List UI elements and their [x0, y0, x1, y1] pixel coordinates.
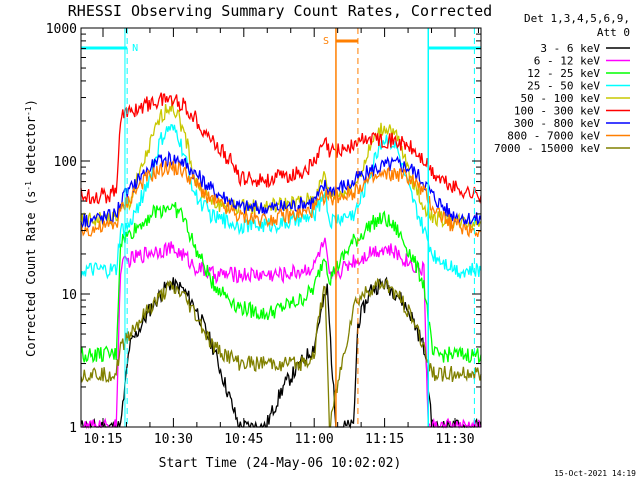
series-line-800-7000-kev	[80, 160, 482, 238]
y-axis-label: Corrected Count Rate (s-1 detector-1)	[24, 99, 38, 357]
plot-area: NS	[80, 28, 482, 430]
x-axis-label: Start Time (24-May-06 10:02:02)	[159, 456, 402, 471]
y-axis: 1 10 100 1000	[46, 22, 481, 436]
series-line-12-25-kev	[80, 202, 482, 365]
y-tick-label: 10	[61, 288, 77, 303]
x-tick-label: 11:15	[365, 432, 404, 447]
series-line-300-800-kev	[80, 150, 482, 228]
legend-label: 3 - 6 keV	[540, 42, 600, 55]
y-tick-label: 100	[54, 155, 77, 170]
x-tick-label: 10:15	[83, 432, 122, 447]
night-label: N	[132, 43, 138, 54]
legend-label: 6 - 12 keV	[534, 55, 601, 68]
x-tick-label: 10:45	[224, 432, 263, 447]
chart-title: RHESSI Observing Summary Count Rates, Co…	[68, 2, 492, 20]
legend-label: 50 - 100 keV	[521, 92, 601, 105]
legend-header-1: Det 1,3,4,5,6,9,	[524, 12, 630, 25]
x-tick-label: 10:30	[154, 432, 193, 447]
plot-frame	[80, 27, 482, 428]
y-tick-label: 1	[69, 421, 77, 436]
x-tick-label: 11:00	[295, 432, 334, 447]
legend-label: 300 - 800 keV	[514, 117, 600, 130]
series-line-3-6-kev	[80, 276, 482, 430]
legend-label: 100 - 300 keV	[514, 105, 600, 118]
legend-label: 25 - 50 keV	[527, 80, 600, 93]
legend-header-2: Att 0	[597, 26, 630, 39]
x-axis: 10:15 10:30 10:45 11:00 11:15 11:30	[83, 28, 479, 447]
footer-date: 15-Oct-2021 14:19	[554, 469, 636, 478]
legend-label: 12 - 25 keV	[527, 67, 600, 80]
saa-label: S	[323, 36, 329, 47]
y-tick-label: 1000	[46, 22, 77, 37]
x-tick-label: 11:30	[435, 432, 474, 447]
legend-label: 800 - 7000 keV	[507, 130, 600, 143]
series-line-7000-15000-kev	[80, 277, 482, 428]
series-line-25-50-kev	[80, 123, 482, 280]
series-line-100-300-kev	[80, 92, 482, 205]
series-line-6-12-kev	[81, 237, 481, 430]
legend-label: 7000 - 15000 keV	[494, 142, 600, 155]
